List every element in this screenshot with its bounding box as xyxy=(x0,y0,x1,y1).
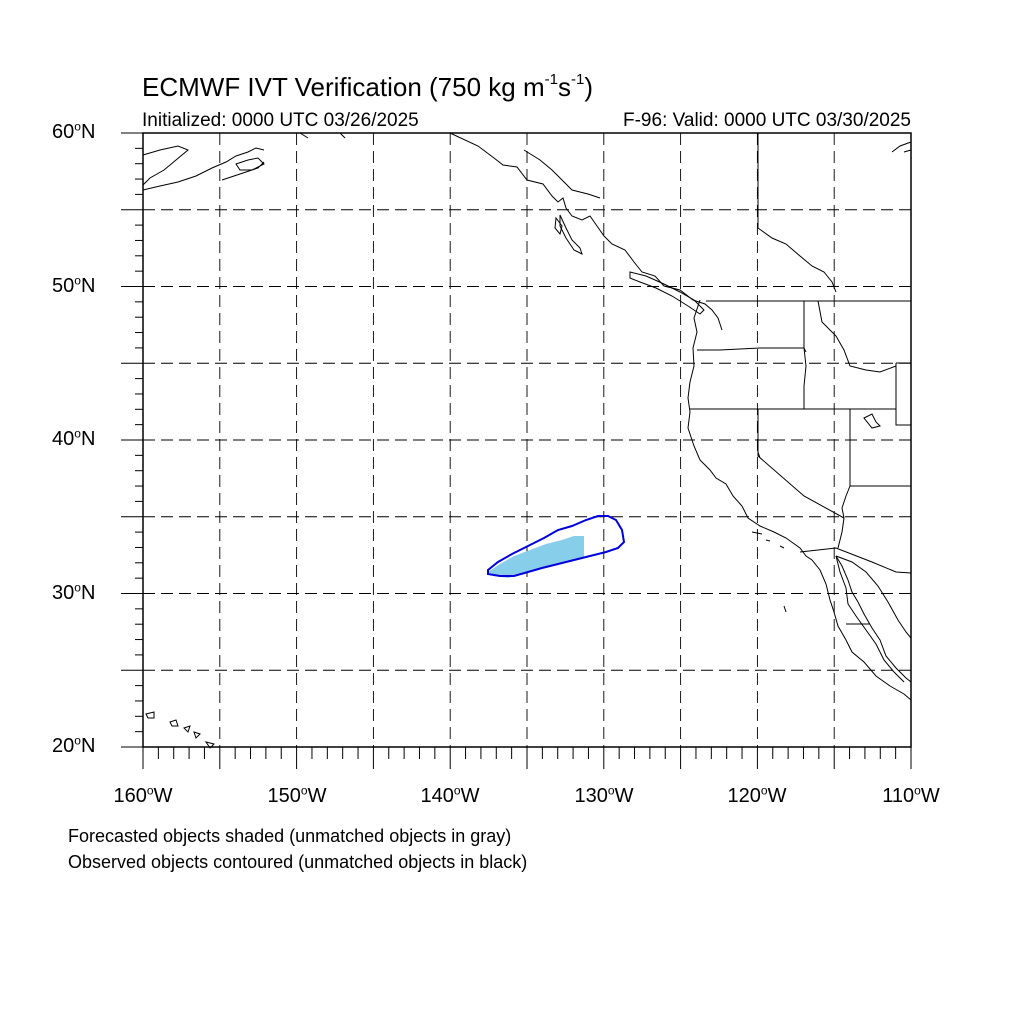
lat-label-20n: 20oN xyxy=(52,733,96,757)
coastline-sea-islands xyxy=(559,214,583,255)
coastline-haida-gwaii xyxy=(554,216,563,236)
lon-label-140w: 140oW xyxy=(420,783,480,807)
coastlines xyxy=(142,132,912,749)
coastline-guadalupe-island xyxy=(783,605,787,613)
border-wa-or xyxy=(697,347,807,353)
coastline-west-coast xyxy=(687,299,912,701)
axis-ticks xyxy=(121,132,912,769)
initialized-time: Initialized: 0000 UTC 03/26/2025 xyxy=(142,110,419,131)
lon-label-110w: 110oW xyxy=(882,783,940,807)
coastline-top-right xyxy=(891,141,912,153)
coastline-gulf-of-california xyxy=(835,555,912,683)
political-borders xyxy=(523,133,912,625)
border-ca-nv xyxy=(757,409,845,519)
coastline-kodiak xyxy=(235,157,265,171)
border-us-mexico xyxy=(799,547,912,574)
note-observed: Observed objects contoured (unmatched ob… xyxy=(68,852,528,872)
coastline-baja-west xyxy=(835,555,905,683)
graticule-grid xyxy=(143,133,911,747)
border-alaska-yukon xyxy=(523,149,601,199)
lon-label-120w: 120oW xyxy=(727,783,787,807)
lat-label-30n: 30oN xyxy=(52,580,96,604)
border-ca-az xyxy=(837,517,845,549)
coastline-vancouver-island xyxy=(629,271,705,315)
border-wyoming xyxy=(895,362,911,426)
lat-label-60n: 60oN xyxy=(52,119,96,143)
lat-label-50n: 50oN xyxy=(52,273,96,297)
coastline-canada-inland xyxy=(757,227,837,293)
valid-time: F-96: Valid: 0000 UTC 03/30/2025 xyxy=(623,110,911,131)
coastline-channel-islands xyxy=(751,531,785,549)
coastline-hawaii xyxy=(145,711,215,749)
observed-object-contour xyxy=(487,515,626,577)
ivt-objects xyxy=(487,515,626,578)
map-title: ECMWF IVT Verification (750 kg m-1s-1) xyxy=(142,71,593,102)
map-frame xyxy=(142,132,912,748)
coastline-mexico-mainland xyxy=(835,555,912,639)
coastline-cook-inlet xyxy=(299,132,346,139)
coastline-alaska-peninsula xyxy=(142,145,265,191)
lon-label-130w: 130oW xyxy=(574,783,634,807)
border-idaho-west xyxy=(803,301,807,409)
border-idaho-montana xyxy=(817,300,897,373)
border-nv-ut xyxy=(849,409,911,487)
coastline-great-salt-lake xyxy=(863,413,881,429)
lon-label-150w: 150oW xyxy=(267,783,327,807)
lat-label-40n: 40oN xyxy=(52,426,96,450)
border-nv-az xyxy=(841,485,851,519)
note-forecast: Forecasted objects shaded (unmatched obj… xyxy=(68,826,512,846)
forecast-object-shaded xyxy=(488,536,584,578)
coastline-alaska-bc xyxy=(449,132,723,331)
lon-label-160w: 160oW xyxy=(113,783,173,807)
